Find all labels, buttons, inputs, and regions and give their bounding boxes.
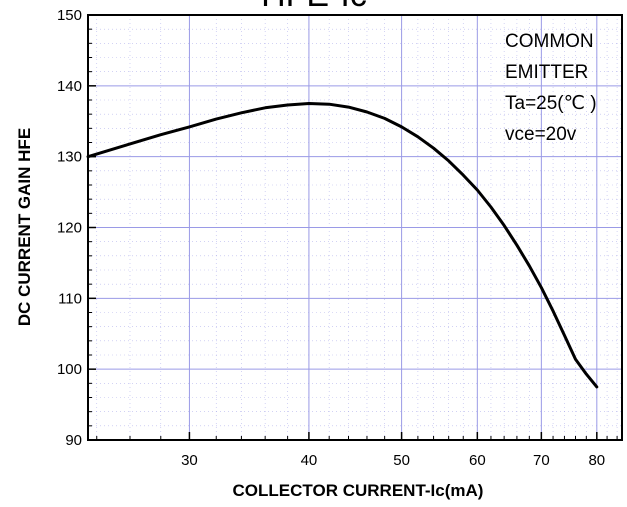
x-tick-label: 80 (588, 452, 605, 469)
x-tick-label: 70 (533, 452, 550, 469)
x-axis-label: COLLECTOR CURRENT-Ic(mA) (233, 481, 484, 500)
annotation-line: vce=20v (505, 124, 577, 145)
test-conditions-annotation: COMMON EMITTER Ta=25(℃ ) vce=20v (505, 31, 597, 145)
grid (88, 15, 622, 440)
y-axis-label: DC CURRENT GAIN HFE (15, 128, 34, 326)
y-axis-ticks: 90 100 110 120 130 140 150 (57, 7, 96, 449)
y-tick-label: 140 (57, 78, 82, 95)
minor-ticks (88, 28, 618, 440)
x-tick-label: 50 (393, 452, 410, 469)
y-tick-label: 150 (57, 7, 82, 24)
x-axis-ticks: 30 40 50 60 70 80 (181, 432, 605, 469)
y-tick-label: 130 (57, 149, 82, 166)
y-tick-label: 100 (57, 361, 82, 378)
annotation-line: EMITTER (505, 62, 588, 83)
x-tick-label: 30 (181, 452, 198, 469)
annotation-line: COMMON (505, 31, 594, 52)
x-tick-label: 40 (301, 452, 318, 469)
hfe-curve (86, 102, 599, 389)
chart-title: HFE-Ic (261, 0, 367, 14)
x-tick-label: 60 (469, 452, 486, 469)
y-tick-label: 120 (57, 220, 82, 237)
y-tick-label: 90 (65, 432, 82, 449)
annotation-line: Ta=25(℃ ) (505, 93, 597, 114)
y-tick-label: 110 (58, 290, 82, 307)
